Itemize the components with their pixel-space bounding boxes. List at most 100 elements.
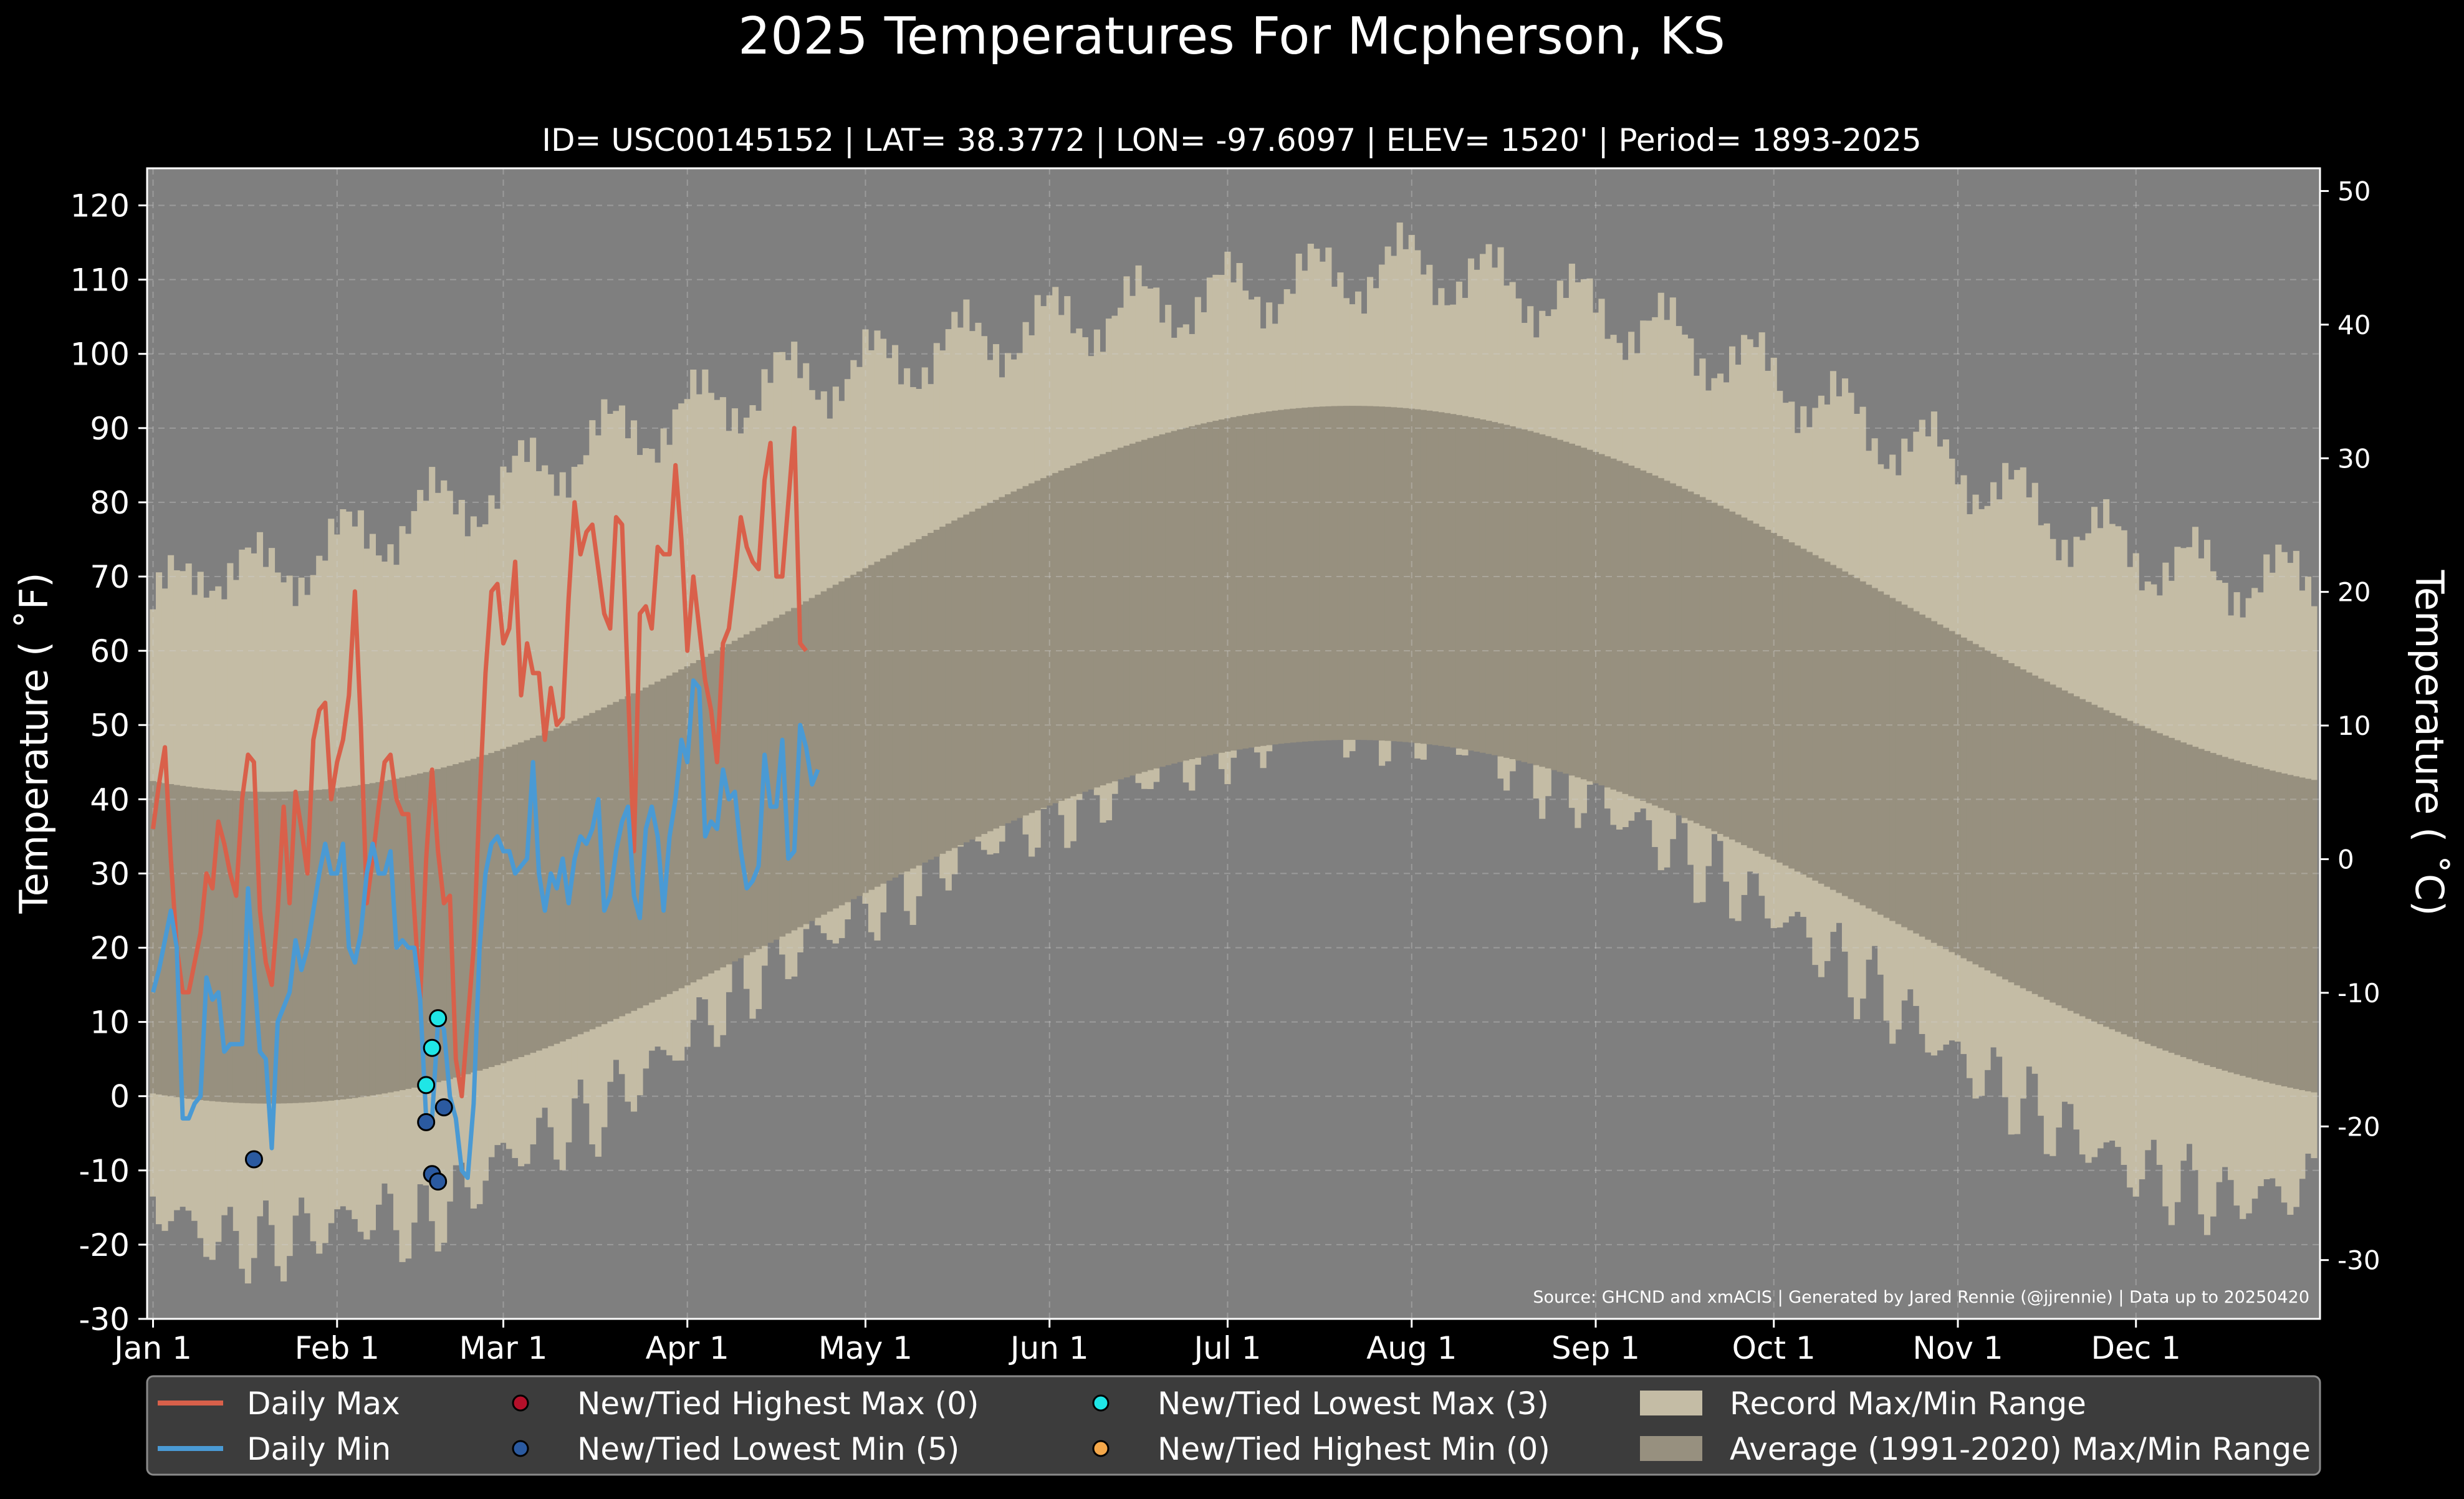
- normal-range-bar: [2168, 737, 2175, 1053]
- y-axis-left-label: Temperature ( ˚F): [11, 572, 57, 914]
- normal-range-bar: [2210, 753, 2217, 1067]
- normal-range-bar: [1883, 595, 1890, 918]
- normal-range-bar: [2144, 728, 2151, 1044]
- normal-range-bar: [1818, 558, 1824, 884]
- normal-range-bar: [1628, 466, 1635, 797]
- normal-range-bar: [999, 497, 1005, 826]
- normal-range-bar: [2043, 681, 2050, 1000]
- normal-range-bar: [1254, 413, 1261, 747]
- normal-range-bar: [1218, 419, 1225, 753]
- normal-range-bar: [2079, 699, 2086, 1017]
- normal-range-bar: [684, 666, 691, 985]
- normal-range-bar: [1479, 419, 1487, 753]
- x-tick-label: Mar 1: [459, 1330, 547, 1366]
- normal-range-bar: [1236, 416, 1243, 750]
- normal-range-bar: [1093, 456, 1100, 788]
- y-tick-label-left: 20: [90, 931, 130, 967]
- normal-range-bar: [1687, 491, 1694, 821]
- normal-range-bar: [500, 749, 507, 1063]
- normal-range-bar: [1848, 575, 1854, 899]
- normal-range-bar: [1111, 449, 1118, 782]
- normal-range-bar: [1141, 439, 1148, 772]
- normal-range-bar: [1782, 539, 1789, 866]
- normal-range-bar: [2073, 696, 2080, 1014]
- normal-range-bar: [209, 789, 216, 1101]
- y-tick-label-right: 30: [2337, 443, 2371, 474]
- normal-range-bar: [1592, 452, 1599, 783]
- normal-range-bar: [1829, 565, 1837, 890]
- normal-range-bar: [1052, 472, 1059, 803]
- normal-range-bar: [571, 721, 578, 1037]
- normal-range-bar: [1367, 406, 1374, 740]
- x-tick-label: May 1: [818, 1330, 913, 1366]
- normal-range-bar: [2257, 767, 2264, 1081]
- normal-range-bar: [1972, 644, 1979, 965]
- x-tick-label: Jul 1: [1192, 1330, 1261, 1366]
- normal-range-bar: [1669, 483, 1676, 813]
- normal-range-bar: [2299, 777, 2306, 1091]
- normal-range-bar: [274, 792, 281, 1104]
- normal-range-bar: [1177, 429, 1184, 762]
- normal-range-bar: [980, 505, 988, 835]
- legend-label: Daily Min: [247, 1431, 391, 1467]
- normal-range-bar: [1022, 486, 1029, 816]
- y-tick-label-left: 120: [70, 188, 130, 224]
- normal-range-bar: [2156, 733, 2163, 1049]
- normal-range-bar: [606, 704, 613, 1022]
- normal-range-bar: [904, 545, 911, 872]
- normal-range-bar: [1290, 408, 1297, 743]
- normal-range-bar: [1657, 478, 1664, 808]
- normal-range-bar: [1414, 409, 1421, 744]
- normal-range-bar: [2127, 721, 2134, 1037]
- normal-range-bar: [1040, 478, 1047, 808]
- normal-range-bar: [434, 769, 441, 1083]
- normal-range-bar: [1081, 461, 1088, 792]
- normal-range-bar: [524, 740, 530, 1055]
- record-markers: [244, 1009, 453, 1191]
- normal-range-bar: [1455, 414, 1462, 749]
- normal-range-bar: [1046, 475, 1053, 806]
- normal-range-bar: [1556, 439, 1563, 772]
- normal-range-bar: [1699, 497, 1706, 826]
- normal-range-bar: [530, 737, 537, 1053]
- record-marker-point: [434, 1098, 453, 1117]
- y-tick-label-right: 40: [2337, 310, 2371, 340]
- source-note: Source: GHCND and xmACIS | Generated by …: [1533, 1288, 2309, 1307]
- normal-range-bar: [1723, 509, 1730, 837]
- legend-label: Record Max/Min Range: [1730, 1386, 2086, 1422]
- normal-range-bar: [1907, 608, 1914, 931]
- normal-range-bar: [1705, 500, 1712, 829]
- normal-range-bar: [1420, 409, 1427, 744]
- normal-range-bar: [1693, 494, 1700, 823]
- normal-range-bar: [921, 536, 928, 863]
- normal-range-bar: [1432, 411, 1439, 745]
- x-tick-label: Jun 1: [1009, 1330, 1089, 1366]
- normal-range-bar: [808, 598, 815, 921]
- normal-range-bar: [280, 792, 287, 1104]
- normal-range-bar: [2203, 750, 2211, 1065]
- y-axis-right: -30 -20 -10 0 10 20 30 40 50: [2319, 168, 2380, 1319]
- normal-range-bar: [1088, 458, 1095, 790]
- normal-range-bar: [726, 644, 732, 965]
- normal-range-bar: [672, 672, 679, 992]
- normal-range-bar: [957, 517, 964, 845]
- normal-range-bar: [2174, 740, 2181, 1055]
- normal-range-bar: [1396, 408, 1403, 742]
- normal-range-bar: [322, 789, 328, 1101]
- normal-range-bar: [203, 788, 210, 1101]
- normal-range-bar: [1586, 449, 1593, 782]
- normal-range-bar: [2304, 778, 2312, 1091]
- normal-range-bar: [2287, 775, 2294, 1088]
- normal-range-bar: [618, 699, 626, 1017]
- normal-range-bar: [945, 524, 952, 851]
- normal-range-bar: [1859, 581, 1866, 906]
- y-tick-label-left: 80: [90, 485, 130, 521]
- normal-range-bar: [1492, 422, 1498, 755]
- normal-range-bar: [1889, 598, 1896, 921]
- normal-range-bar: [2008, 663, 2015, 983]
- normal-range-bar: [1824, 562, 1831, 887]
- normal-range-bar: [2269, 770, 2276, 1084]
- normal-range-bar: [2038, 678, 2045, 997]
- normal-range-bar: [1426, 410, 1433, 745]
- normal-range-bar: [1325, 406, 1332, 740]
